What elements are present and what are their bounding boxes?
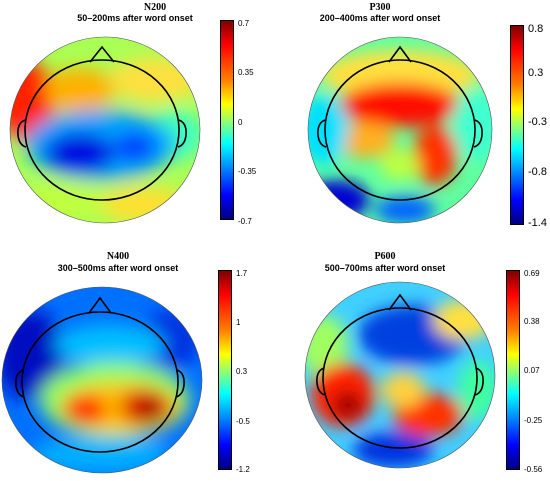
head-outline-icon — [24, 59, 180, 201]
nose-icon — [88, 296, 112, 314]
p600-colorbar — [506, 270, 520, 470]
nose-icon — [89, 45, 115, 63]
n400-colorbar — [218, 270, 232, 470]
p300-tick-2: -0.3 — [528, 116, 547, 128]
n200-tick-0: 0.7 — [238, 19, 250, 28]
n200-tick-1: 0.35 — [238, 68, 254, 77]
n400-title: N400 — [106, 251, 130, 262]
head-outline-icon — [21, 311, 179, 453]
n200-colorbar — [220, 20, 234, 220]
p600-tick-1: 0.38 — [524, 317, 540, 326]
p600-tick-3: -0.25 — [524, 416, 543, 425]
left-ear-icon — [15, 369, 25, 398]
p600-subtitle: 500–700ms after word onset — [324, 263, 446, 273]
head-outline-icon — [322, 307, 478, 449]
p300-tick-1: 0.3 — [528, 67, 544, 79]
n400-tick-1: 1 — [236, 318, 241, 327]
p300-topomap — [307, 36, 493, 224]
p300-colorbar — [510, 25, 524, 225]
n400-topomap — [1, 286, 203, 474]
n200-topomap — [9, 36, 201, 224]
p600-title: P600 — [374, 251, 396, 262]
head-outline-icon — [324, 59, 476, 201]
p300-tick-0: 0.8 — [528, 23, 544, 35]
n200-tick-2: 0 — [238, 118, 243, 127]
p600-tick-0: 0.69 — [524, 269, 540, 278]
n200-tick-4: -0.7 — [238, 217, 252, 226]
left-ear-icon — [17, 119, 27, 148]
n400-subtitle: 300–500ms after word onset — [57, 263, 179, 273]
right-ear-icon — [473, 119, 483, 148]
right-ear-icon — [175, 369, 185, 398]
n400-tick-0: 1.7 — [236, 269, 248, 278]
right-ear-icon — [177, 119, 187, 148]
p600-tick-2: 0.07 — [524, 366, 540, 375]
p300-tick-3: -0.8 — [528, 166, 547, 178]
n200-tick-3: -0.35 — [238, 167, 257, 176]
n400-tick-4: -1.2 — [236, 465, 250, 474]
nose-icon — [388, 293, 412, 311]
n400-tick-2: 0.3 — [236, 367, 248, 376]
nose-icon — [388, 45, 412, 63]
left-ear-icon — [317, 119, 327, 148]
n200-title: N200 — [143, 2, 167, 13]
p300-subtitle: 200–400ms after word onset — [319, 13, 441, 23]
right-ear-icon — [474, 367, 484, 396]
p600-topomap — [304, 281, 496, 469]
p300-title: P300 — [369, 2, 391, 13]
p600-tick-4: -0.56 — [524, 465, 543, 474]
left-ear-icon — [316, 367, 326, 396]
n200-subtitle: 50–200ms after word onset — [77, 13, 193, 23]
n400-tick-3: -0.5 — [236, 417, 250, 426]
p300-tick-4: -1.4 — [528, 217, 547, 229]
